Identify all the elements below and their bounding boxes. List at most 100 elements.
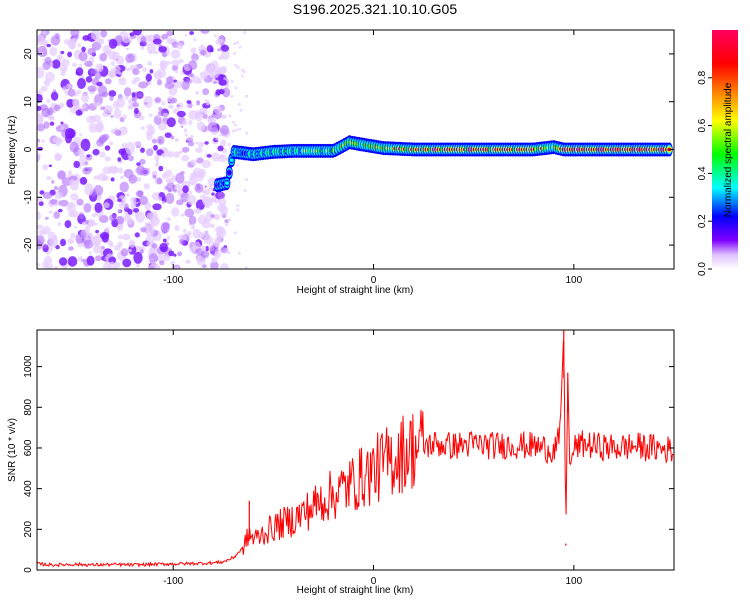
noise-blob bbox=[98, 134, 108, 143]
noise-blob bbox=[199, 107, 205, 114]
snr-y-label: SNR (10 * v/v) bbox=[7, 418, 18, 482]
noise-blob bbox=[230, 80, 234, 83]
ridge bbox=[213, 135, 673, 193]
noise-blob bbox=[41, 261, 49, 269]
noise-blob bbox=[190, 134, 194, 139]
noise-blob bbox=[233, 42, 237, 46]
noise-blob bbox=[132, 208, 140, 213]
noise-blob bbox=[91, 41, 102, 51]
noise-blob bbox=[67, 170, 73, 176]
noise-blob bbox=[161, 101, 166, 106]
noise-blob bbox=[76, 89, 81, 95]
noise-blob bbox=[38, 229, 47, 236]
noise-blob bbox=[104, 156, 111, 162]
noise-blob bbox=[108, 50, 117, 61]
noise-blob bbox=[200, 49, 207, 56]
noise-blob bbox=[234, 86, 238, 90]
noise-blob bbox=[110, 115, 114, 118]
noise-blob bbox=[166, 217, 171, 222]
noise-blob bbox=[93, 185, 104, 196]
noise-blob bbox=[168, 250, 175, 257]
noise-blob bbox=[70, 193, 79, 201]
noise-blob bbox=[143, 95, 153, 109]
noise-blob bbox=[83, 203, 92, 213]
noise-blob bbox=[114, 129, 122, 136]
noise-blob bbox=[71, 62, 78, 67]
noise-blob bbox=[140, 35, 147, 44]
noise-blob bbox=[139, 115, 145, 121]
noise-blob bbox=[214, 239, 221, 248]
noise-blob bbox=[161, 33, 169, 40]
noise-blob bbox=[138, 195, 149, 205]
noise-blob bbox=[177, 235, 182, 239]
noise-blob bbox=[92, 245, 102, 254]
noise-blob bbox=[37, 138, 41, 143]
noise-blob bbox=[108, 141, 114, 146]
noise-blob bbox=[81, 160, 89, 166]
noise-blob bbox=[174, 69, 179, 74]
noise-blob bbox=[123, 87, 132, 97]
noise-blob bbox=[230, 95, 234, 98]
noise-blob bbox=[44, 79, 51, 87]
noise-blob bbox=[190, 47, 197, 54]
noise-blob bbox=[59, 125, 65, 131]
noise-blob bbox=[236, 41, 240, 45]
noise-blob bbox=[132, 68, 140, 76]
x-tick-label: 0 bbox=[371, 576, 377, 587]
noise-blob bbox=[176, 104, 181, 108]
noise-blob bbox=[182, 185, 189, 193]
noise-blob bbox=[150, 216, 160, 227]
colorbar-tick-label: 0.4 bbox=[697, 166, 708, 180]
noise-blob bbox=[118, 77, 127, 86]
noise-blob bbox=[114, 127, 118, 131]
noise-blob bbox=[140, 167, 150, 176]
noise-blob bbox=[151, 138, 158, 144]
noise-blob bbox=[76, 198, 84, 206]
y-tick-label: 800 bbox=[23, 399, 34, 416]
noise-blob bbox=[224, 219, 229, 224]
noise-blob bbox=[46, 98, 51, 104]
noise-blob bbox=[150, 262, 155, 267]
noise-blob bbox=[191, 75, 201, 84]
noise-blob bbox=[37, 35, 45, 46]
noise-blob bbox=[174, 266, 179, 269]
noise-blob bbox=[157, 135, 165, 145]
noise-blob bbox=[200, 30, 210, 34]
noise-blob bbox=[68, 246, 74, 251]
noise-blob bbox=[164, 185, 169, 190]
noise-blob bbox=[86, 255, 95, 266]
noise-blob bbox=[146, 148, 154, 157]
noise-blob bbox=[200, 171, 206, 176]
noise-blob bbox=[143, 183, 150, 190]
noise-blob bbox=[78, 63, 83, 68]
noise-blob bbox=[184, 34, 188, 37]
noise-blob bbox=[217, 48, 222, 52]
noise-blob bbox=[240, 74, 244, 78]
colorbar-label: Normalized spectral amplitude bbox=[723, 82, 734, 217]
noise-blob bbox=[83, 239, 94, 249]
noise-blob bbox=[129, 32, 135, 37]
x-tick-label: -100 bbox=[163, 576, 183, 587]
noise-blob bbox=[218, 197, 227, 206]
noise-blob bbox=[197, 231, 205, 239]
noise-blob bbox=[117, 157, 122, 162]
noise-blob bbox=[174, 224, 180, 231]
noise-blob bbox=[118, 234, 123, 240]
noise-blob bbox=[57, 208, 63, 213]
noise-blob bbox=[208, 70, 219, 79]
noise-blob bbox=[218, 55, 224, 60]
noise-blob bbox=[92, 148, 100, 156]
noise-blob bbox=[221, 246, 225, 251]
noise-blob bbox=[37, 45, 48, 58]
spectrogram-y-label: Frequency (Hz) bbox=[7, 116, 18, 185]
noise-blob bbox=[94, 122, 105, 133]
noise-blob bbox=[122, 114, 128, 120]
noise-blob bbox=[137, 93, 143, 98]
noise-blob bbox=[201, 245, 207, 252]
noise-blob bbox=[153, 71, 163, 80]
noise-blob bbox=[69, 141, 79, 153]
noise-blob bbox=[234, 64, 238, 67]
noise-blob bbox=[78, 51, 88, 62]
noise-blob bbox=[165, 76, 174, 85]
